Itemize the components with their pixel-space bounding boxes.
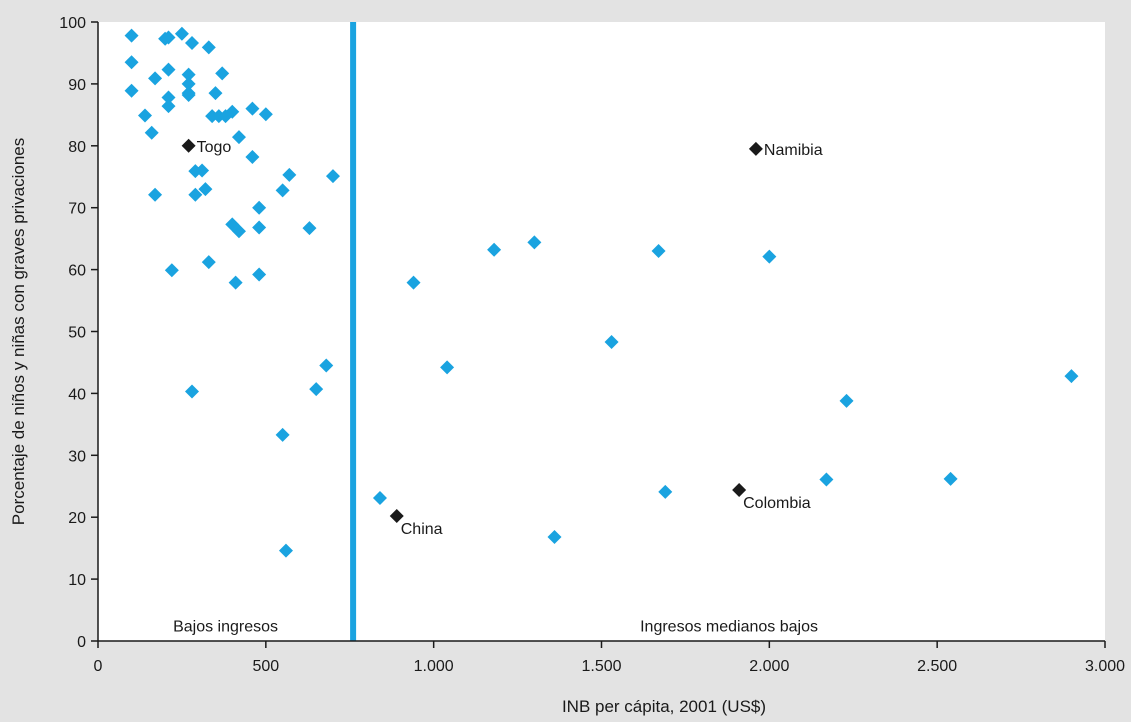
- point-label: Togo: [197, 139, 232, 156]
- y-tick-label: 100: [59, 15, 86, 32]
- data-point: [658, 484, 673, 499]
- point-label: China: [401, 521, 443, 538]
- data-point: [302, 221, 317, 236]
- x-axis-title: INB per cápita, 2001 (US$): [562, 697, 766, 716]
- data-point: [188, 187, 203, 202]
- point-label: Colombia: [743, 495, 811, 512]
- data-point: [406, 275, 421, 290]
- data-point: [245, 149, 260, 164]
- data-point: [201, 40, 216, 55]
- y-tick-label: 20: [68, 510, 86, 527]
- data-point: [282, 167, 297, 182]
- data-point: [819, 472, 834, 487]
- y-tick-label: 70: [68, 201, 86, 218]
- data-point: [124, 55, 139, 70]
- data-point: [309, 382, 324, 397]
- data-point: [161, 62, 176, 77]
- data-point: [943, 471, 958, 486]
- x-tick-label: 500: [252, 658, 279, 675]
- y-tick-label: 90: [68, 77, 86, 94]
- data-point: [275, 427, 290, 442]
- highlighted-point: [389, 508, 404, 523]
- data-point: [148, 187, 163, 202]
- data-point: [1064, 369, 1079, 384]
- data-point: [252, 267, 267, 282]
- data-point: [181, 76, 196, 91]
- data-point: [161, 30, 176, 45]
- data-point: [184, 36, 199, 51]
- highlighted-point: [732, 482, 747, 497]
- data-point: [215, 66, 230, 81]
- highlighted-point: [748, 141, 763, 156]
- x-tick-label: 1.500: [581, 658, 621, 675]
- data-point: [762, 249, 777, 264]
- data-point: [184, 384, 199, 399]
- data-point: [228, 275, 243, 290]
- y-tick-label: 10: [68, 572, 86, 589]
- data-point: [124, 83, 139, 98]
- y-tick-label: 80: [68, 139, 86, 156]
- data-point: [440, 360, 455, 375]
- data-point: [225, 104, 240, 119]
- data-point: [252, 220, 267, 235]
- highlighted-point: [181, 138, 196, 153]
- y-axis-title: Porcentaje de niños y niñas con graves p…: [9, 138, 28, 525]
- data-point: [245, 101, 260, 116]
- data-point: [198, 182, 213, 197]
- data-point: [231, 130, 246, 145]
- y-tick-label: 30: [68, 448, 86, 465]
- data-point: [181, 67, 196, 82]
- x-tick-label: 1.000: [414, 658, 454, 675]
- data-point: [137, 108, 152, 123]
- point-label: Namibia: [764, 142, 823, 159]
- data-point: [547, 530, 562, 545]
- data-point: [124, 28, 139, 43]
- data-point: [372, 491, 387, 506]
- x-tick-label: 2.000: [749, 658, 789, 675]
- data-point: [278, 543, 293, 558]
- data-point: [195, 163, 210, 178]
- data-point: [144, 125, 159, 140]
- y-tick-label: 0: [77, 634, 86, 651]
- data-point: [487, 242, 502, 257]
- x-tick-label: 2.500: [917, 658, 957, 675]
- data-point: [231, 224, 246, 239]
- data-point: [275, 183, 290, 198]
- data-point: [325, 169, 340, 184]
- data-point: [319, 358, 334, 373]
- data-point: [208, 86, 223, 101]
- x-tick-label: 0: [94, 658, 103, 675]
- data-point: [181, 88, 196, 103]
- y-tick-label: 40: [68, 386, 86, 403]
- data-point: [839, 393, 854, 408]
- y-tick-label: 60: [68, 263, 86, 280]
- data-point: [174, 26, 189, 41]
- data-point: [161, 99, 176, 114]
- plot-area: [98, 22, 1105, 641]
- data-point: [201, 255, 216, 270]
- data-point: [164, 263, 179, 278]
- data-point: [527, 235, 542, 250]
- region-label: Ingresos medianos bajos: [640, 619, 818, 636]
- data-point: [161, 90, 176, 105]
- data-point: [252, 200, 267, 215]
- y-tick-label: 50: [68, 325, 86, 342]
- x-tick-label: 3.000: [1085, 658, 1125, 675]
- data-point: [258, 107, 273, 122]
- data-point: [604, 335, 619, 350]
- data-point: [651, 244, 666, 259]
- region-label: Bajos ingresos: [173, 619, 278, 636]
- data-point: [148, 71, 163, 86]
